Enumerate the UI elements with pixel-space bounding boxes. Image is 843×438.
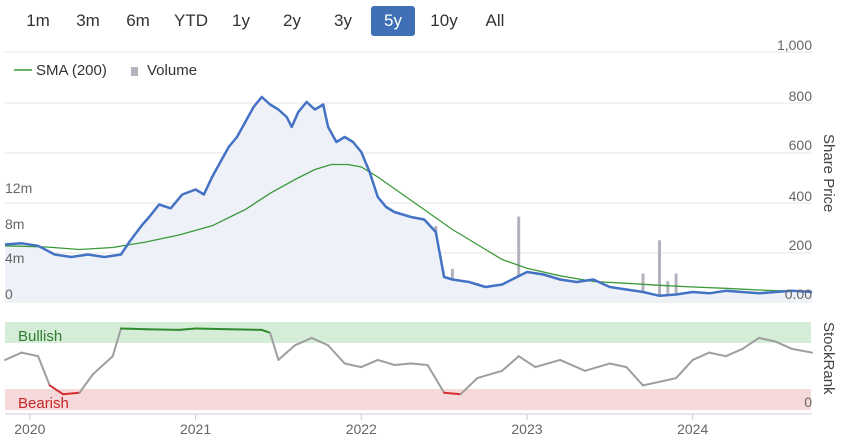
- volume-legend-label[interactable]: Volume: [147, 62, 197, 79]
- stockrank-segment: [327, 344, 346, 365]
- sma-legend-label[interactable]: SMA (200): [36, 62, 107, 79]
- volume-bar: [517, 216, 521, 302]
- stockrank-segment: [501, 355, 520, 372]
- stockrank-segment: [791, 347, 813, 354]
- range-tab-1y[interactable]: 1y: [232, 11, 250, 30]
- bearish-band: [5, 389, 811, 410]
- stockrank-segment: [708, 351, 727, 358]
- x-axis-ticks: 2020 2021 2022 2023 2024: [14, 414, 708, 437]
- stockrank-segment: [691, 351, 711, 361]
- volume-legend-swatch: [131, 67, 138, 76]
- stockrank-segment: [675, 358, 694, 380]
- price-y-tick-400: 400: [789, 188, 813, 204]
- price-y-tick-200: 200: [789, 237, 813, 253]
- volume-y-tick-4m: 4m: [5, 250, 24, 266]
- stockrank-segment: [741, 336, 760, 350]
- stockrank-segment: [724, 347, 744, 358]
- stockrank-segment: [393, 362, 412, 366]
- volume-y-ticks: 12m 8m 4m 0: [5, 180, 32, 302]
- stockrank-segment: [459, 377, 479, 396]
- stockrank-segment: [476, 369, 504, 380]
- stockrank-segment: [62, 391, 81, 396]
- stockrank-segment: [37, 355, 51, 387]
- volume-bar: [641, 273, 645, 302]
- stockrank-segment: [642, 380, 661, 387]
- chart-legend: SMA (200) Volume: [14, 62, 197, 79]
- volume-bar: [674, 273, 678, 302]
- volume-y-tick-8m: 8m: [5, 216, 24, 232]
- stockrank-segment: [774, 340, 794, 350]
- stockrank-line: [4, 327, 813, 396]
- stockrank-segment: [178, 327, 197, 331]
- stockrank-segment: [758, 336, 777, 343]
- price-y-tick-1000: 1,000: [777, 37, 812, 53]
- range-tab-2y[interactable]: 2y: [283, 11, 301, 30]
- stockrank-y-tick-0: 0: [804, 394, 812, 410]
- range-tab-3m[interactable]: 3m: [76, 11, 100, 30]
- stockrank-segment: [559, 358, 586, 372]
- share-price-axis-title: Share Price: [820, 134, 837, 212]
- stockrank-segment: [410, 362, 429, 366]
- stockrank-segment: [608, 362, 628, 369]
- stockrank-segment: [584, 362, 611, 372]
- stockrank-segment: [111, 327, 122, 358]
- range-tab-3y[interactable]: 3y: [334, 11, 352, 30]
- stockrank-segment: [310, 336, 330, 347]
- stockrank-segment: [91, 355, 114, 376]
- stockrank-segment: [194, 327, 230, 331]
- price-y-tick-600: 600: [789, 137, 813, 153]
- price-y-tick-0: 0.00: [785, 286, 812, 302]
- volume-bar: [666, 281, 670, 302]
- stockrank-segment: [20, 351, 40, 358]
- x-tick-label: 2020: [14, 421, 45, 437]
- range-tab-1m[interactable]: 1m: [26, 11, 50, 30]
- stockrank-segment: [144, 328, 180, 331]
- stockrank-segment: [4, 351, 23, 361]
- x-tick-label: 2024: [677, 421, 708, 437]
- share-price-line: [4, 95, 813, 298]
- x-tick-label: 2021: [180, 421, 211, 437]
- volume-y-tick-12m: 12m: [5, 180, 32, 196]
- price-area-fill: [5, 97, 812, 302]
- stockrank-axis-title: StockRank: [820, 322, 837, 395]
- stockrank-segment: [343, 362, 363, 369]
- stockrank-segment: [227, 328, 263, 331]
- volume-bar: [658, 240, 661, 303]
- stockrank-segment: [376, 358, 396, 366]
- range-selector: 1m 3m 6m YTD 1y 2y 3y 5y 10y All: [0, 0, 843, 40]
- stockrank-segment: [269, 331, 280, 361]
- sma-line: [4, 163, 813, 293]
- stockrank-segment: [443, 391, 462, 396]
- bullish-band: [5, 322, 811, 343]
- bullish-label: Bullish: [18, 328, 62, 345]
- stockrank-segment: [294, 336, 313, 347]
- range-tab-10y[interactable]: 10y: [430, 11, 458, 30]
- stockrank-segment: [426, 364, 446, 394]
- stockrank-segment: [120, 327, 147, 331]
- stockrank-segment: [78, 373, 94, 394]
- range-tab-6m[interactable]: 6m: [126, 11, 150, 30]
- range-tab-ytd[interactable]: YTD: [174, 11, 208, 30]
- stockrank-segment: [260, 328, 272, 334]
- stockrank-segment: [625, 366, 644, 387]
- stockrank-segment: [534, 358, 562, 369]
- x-tick-label: 2023: [511, 421, 542, 437]
- price-y-ticks: 1,000 800 600 400 200 0.00: [777, 37, 812, 302]
- range-tab-all[interactable]: All: [485, 11, 505, 30]
- x-tick-label: 2022: [346, 421, 377, 437]
- volume-y-tick-0: 0: [5, 286, 13, 302]
- price-y-tick-800: 800: [789, 88, 813, 104]
- range-tab-5y[interactable]: 5y: [371, 6, 415, 36]
- stockrank-segment: [517, 355, 537, 369]
- stockrank-segment: [360, 358, 379, 369]
- stockrank-segment: [48, 384, 64, 396]
- stockrank-segment: [277, 344, 296, 361]
- bearish-label: Bearish: [18, 395, 69, 412]
- stockrank-segment: [658, 377, 678, 383]
